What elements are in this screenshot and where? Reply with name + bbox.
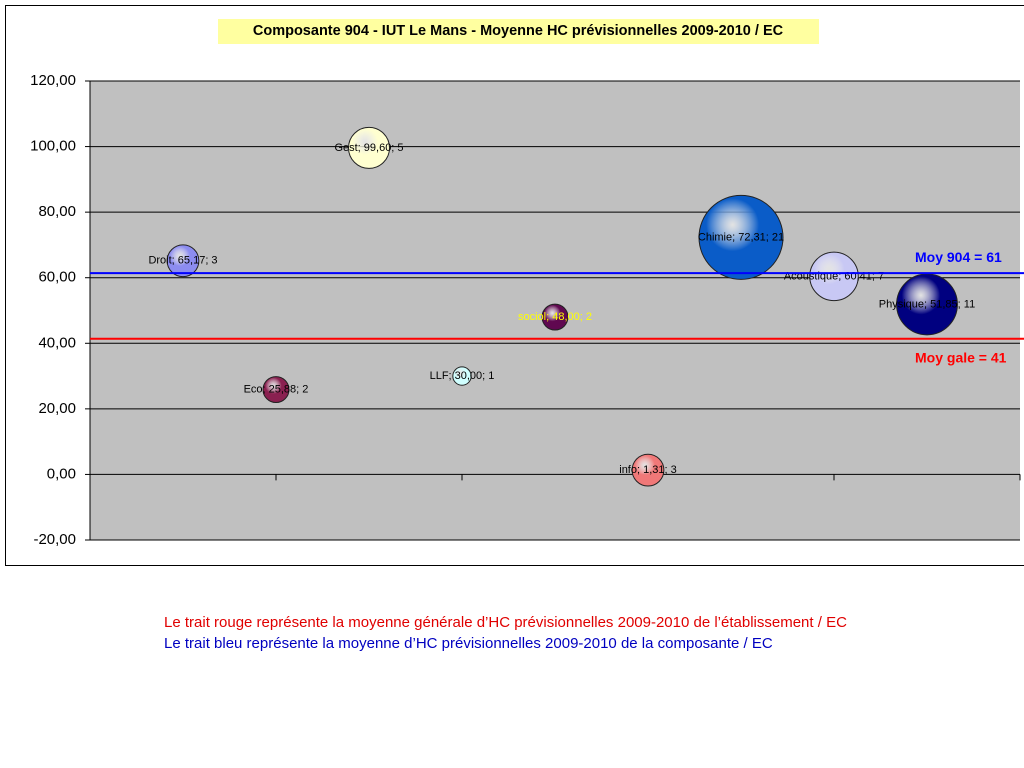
y-tick-label: 20,00 [38, 400, 76, 417]
bubble [809, 251, 859, 302]
note: Le trait bleu représente la moyenne d’HC… [164, 635, 773, 652]
bubble-label: info; 1,31; 3 [619, 464, 677, 476]
chart: Composante 904 - IUT Le Mans - Moyenne H… [5, 5, 1024, 566]
bubble [698, 194, 784, 280]
bubble-label: Eco; 25,88; 2 [244, 383, 309, 395]
bubble-label: Physique; 51,85; 11 [879, 298, 975, 310]
title-box [218, 19, 819, 44]
reference-label: Moy 904 = 61 [915, 249, 1002, 265]
bubble-label: Droit; 65,17; 3 [148, 255, 217, 267]
bubble-label: sociol; 48,00; 2 [518, 311, 592, 323]
bubble-label: LLF; 30,00; 1 [430, 370, 495, 382]
y-tick-label: 60,00 [38, 269, 76, 286]
y-tick-label: 0,00 [47, 465, 76, 482]
bubble [452, 366, 472, 386]
bubble [348, 126, 390, 169]
chart-title: Composante 904 - IUT Le Mans - Moyenne H… [253, 23, 784, 39]
bubble [631, 453, 665, 487]
y-tick-label: 80,00 [38, 203, 76, 220]
bubble [166, 244, 200, 278]
note: Le trait rouge représente la moyenne gén… [164, 614, 847, 631]
y-tick-label: 100,00 [30, 138, 76, 155]
bubble [262, 376, 290, 404]
y-tick-label: 120,00 [30, 72, 76, 89]
bubble-label: Gest; 99,60; 5 [334, 142, 403, 154]
y-tick-label: 40,00 [38, 334, 76, 351]
bubble-label: Acoustique; 60,41; 7 [784, 270, 884, 282]
y-tick-label: -20,00 [33, 531, 76, 548]
reference-label: Moy gale = 41 [915, 349, 1007, 365]
bubble [541, 303, 569, 331]
bubble-label: Chimie; 72,31; 21 [698, 231, 784, 243]
